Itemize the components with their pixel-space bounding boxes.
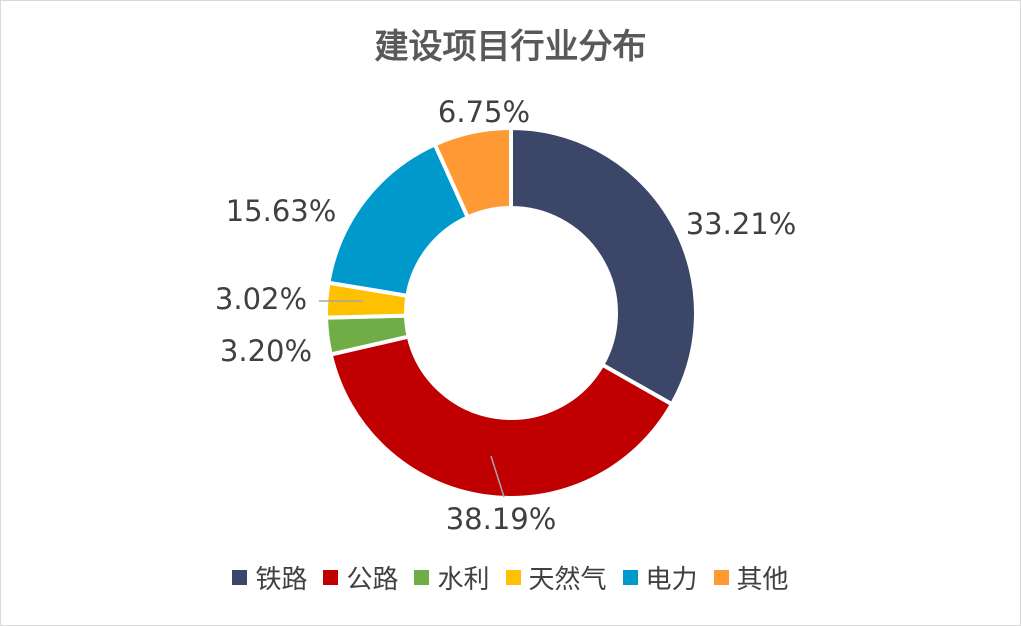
legend-swatch <box>622 570 638 585</box>
data-label: 33.21% <box>686 207 797 241</box>
legend-swatch <box>505 570 521 585</box>
legend-item: 铁路 <box>232 559 307 596</box>
legend-swatch <box>232 570 248 585</box>
legend-label: 其他 <box>736 565 789 595</box>
legend: 铁路 公路 水利 天然气 电力 其他 <box>1 559 1020 596</box>
slice-其他 <box>432 125 513 220</box>
slice-铁路 <box>509 125 698 407</box>
legend-label: 电力 <box>645 565 698 595</box>
leader-line <box>490 455 505 498</box>
legend-swatch <box>713 570 729 585</box>
legend-swatch <box>323 570 339 585</box>
legend-item: 公路 <box>323 559 398 596</box>
data-label: 6.75% <box>438 95 530 129</box>
slice-公路 <box>328 334 675 500</box>
legend-item: 电力 <box>622 559 698 596</box>
legend-label: 公路 <box>346 565 399 595</box>
data-label: 38.19% <box>446 502 557 536</box>
legend-label: 铁路 <box>255 565 308 595</box>
data-label: 3.20% <box>220 334 312 368</box>
legend-item: 水利 <box>414 559 490 596</box>
data-label: 3.02% <box>215 282 307 316</box>
chart-title: 建设项目行业分布 <box>374 27 647 67</box>
legend-item: 天然气 <box>505 559 607 596</box>
data-label: 15.63% <box>226 194 337 228</box>
legend-item: 其他 <box>713 559 789 596</box>
legend-label: 水利 <box>437 565 490 595</box>
legend-swatch <box>414 570 430 585</box>
legend-label: 天然气 <box>528 565 607 595</box>
